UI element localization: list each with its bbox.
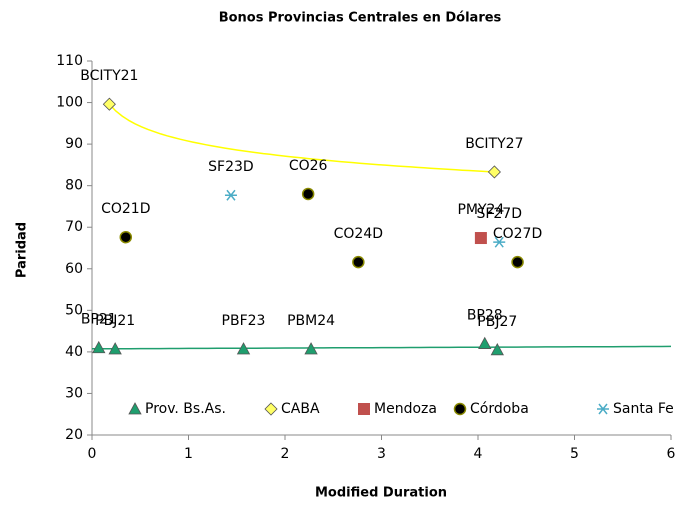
y-axis-label: Paridad [15, 222, 30, 278]
data-label: PBF23 [222, 313, 266, 329]
y-tick-label: 90 [65, 136, 83, 152]
y-tick-label: 100 [56, 95, 83, 111]
x-tick-label: 5 [570, 446, 579, 462]
legend-marker [453, 402, 467, 416]
point [102, 97, 116, 111]
legend-label: Mendoza [374, 401, 437, 417]
legend-marker [264, 402, 278, 416]
x-tick-label: 0 [88, 446, 97, 462]
trendline [92, 345, 672, 350]
point [108, 342, 122, 355]
y-tick-label: 40 [65, 344, 83, 360]
x-tick-label: 3 [377, 446, 386, 462]
chart-title: Bonos Provincias Centrales en Dólares [219, 11, 502, 26]
legend-label: Santa Fe [613, 401, 674, 417]
point [352, 255, 365, 269]
y-tick-label: 50 [65, 302, 83, 318]
point [92, 340, 106, 354]
legend-label: Prov. Bs.As. [145, 401, 226, 417]
y-tick-label: 110 [56, 53, 83, 69]
x-tick-label: 6 [667, 446, 676, 462]
x-tick-label: 2 [281, 446, 290, 462]
data-label: BCITY27 [465, 136, 523, 152]
data-label: BP28 [467, 308, 503, 324]
point [487, 165, 501, 179]
data-label: PBM24 [287, 313, 335, 329]
point [224, 189, 237, 201]
legend-label: CABA [281, 401, 320, 417]
point [490, 342, 504, 356]
data-label: PBJ27 [477, 314, 517, 330]
data-label: SF27D [476, 206, 522, 222]
point [119, 230, 133, 244]
data-label: CO26 [289, 158, 328, 174]
legend-marker [128, 402, 142, 415]
data-label: PMY24 [457, 202, 504, 218]
trendline [108, 103, 495, 173]
y-tick-label: 80 [65, 178, 83, 194]
point [236, 342, 251, 355]
point [301, 187, 315, 201]
y-tick-label: 60 [65, 261, 83, 277]
data-label: CO21D [101, 201, 150, 217]
legend-marker [597, 403, 609, 415]
point [474, 232, 487, 245]
point [304, 342, 318, 355]
data-label: CO27D [493, 226, 542, 242]
data-label: CO24D [334, 226, 383, 242]
legend-label: Córdoba [470, 401, 529, 417]
y-tick-label: 70 [65, 219, 83, 235]
legend-marker [358, 403, 370, 415]
y-tick-label: 30 [65, 385, 83, 401]
x-tick-label: 4 [474, 446, 483, 462]
point [478, 336, 492, 349]
data-label: PBJ21 [95, 313, 135, 329]
data-label: BCITY21 [80, 68, 138, 84]
data-label: BP21 [81, 312, 117, 328]
x-axis-label: Modified Duration [315, 486, 447, 501]
y-tick-label: 20 [65, 427, 83, 443]
point [511, 255, 524, 269]
data-label: SF23D [208, 159, 254, 175]
point [493, 236, 506, 248]
x-tick-label: 1 [184, 446, 193, 462]
